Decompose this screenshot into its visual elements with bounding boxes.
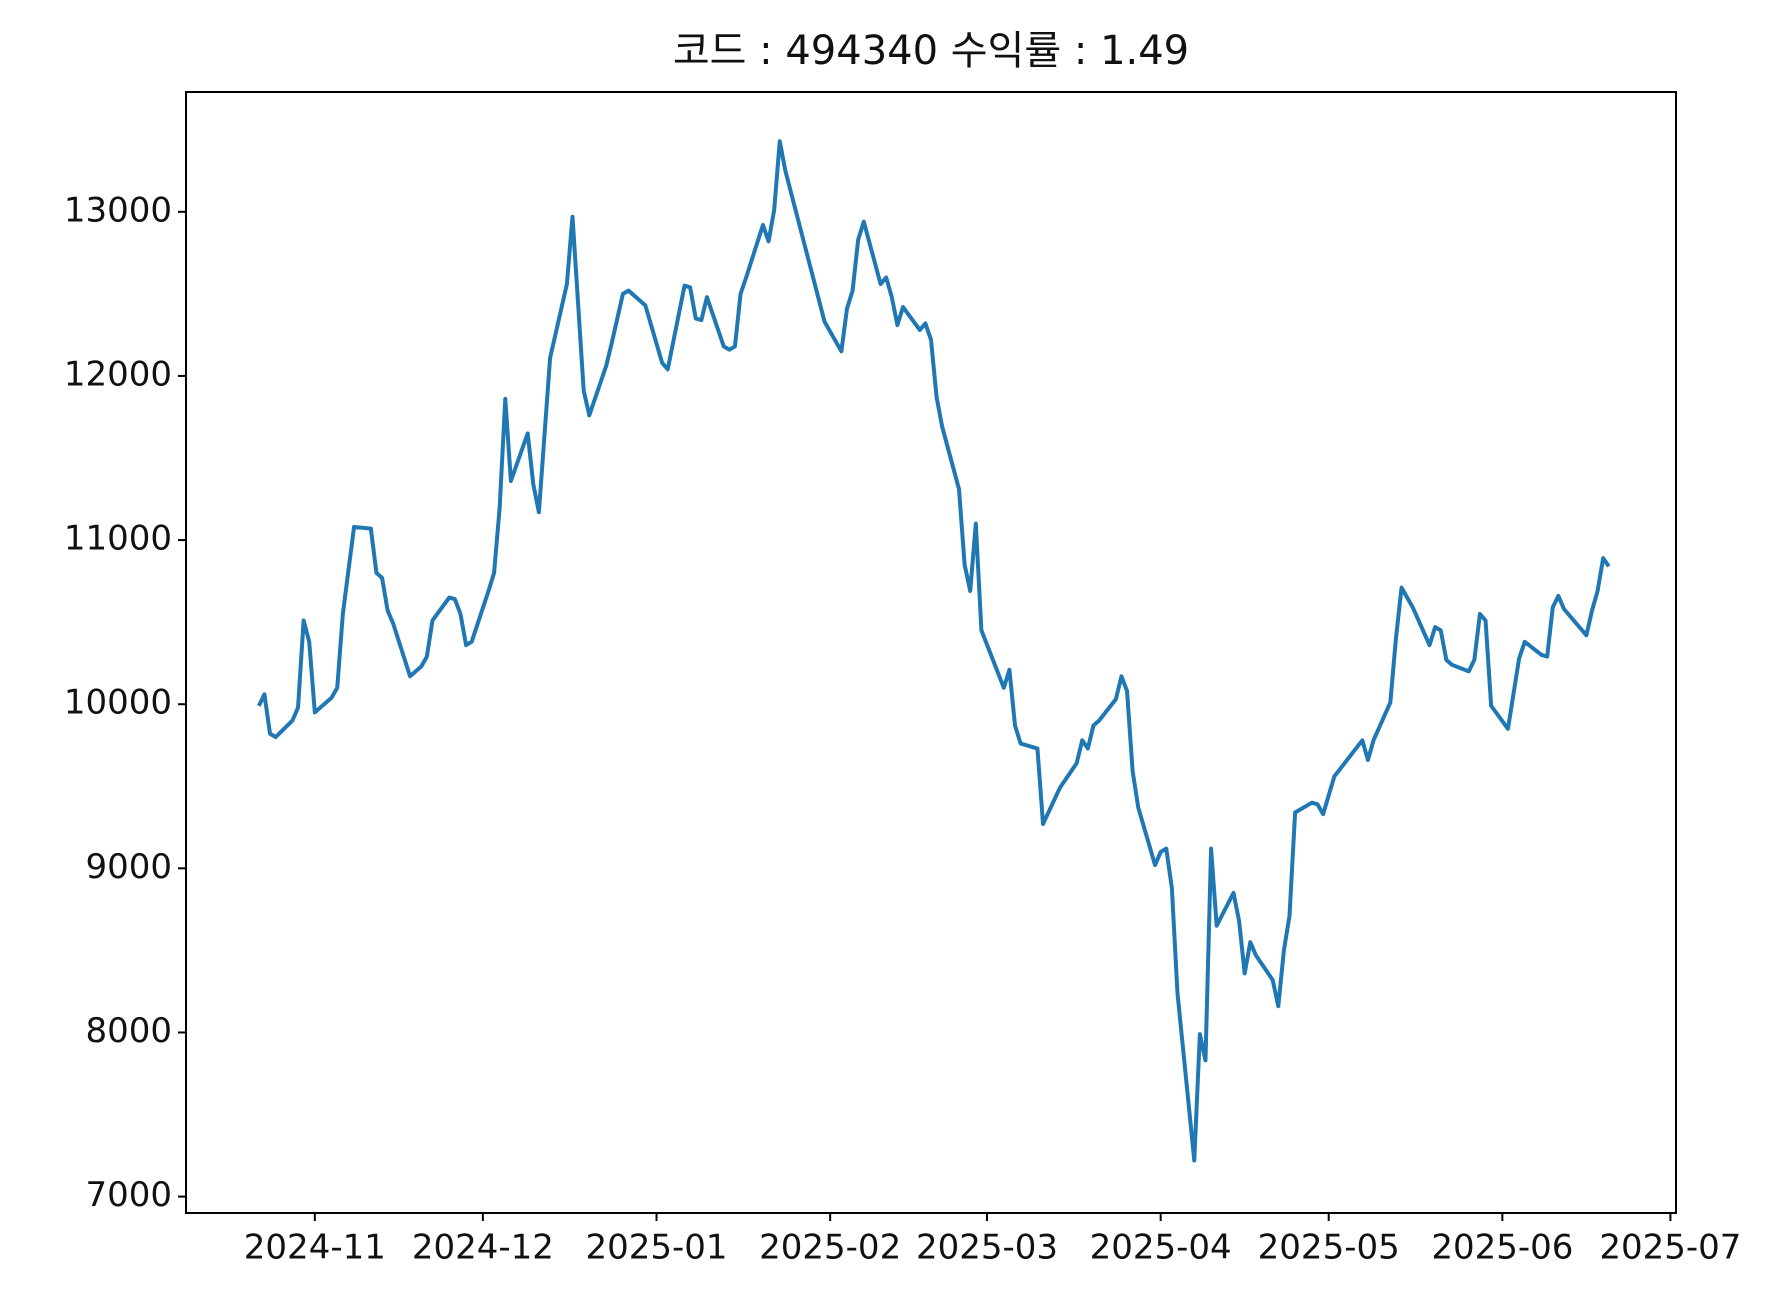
x-tick-label: 2025-06 [1431, 1228, 1573, 1268]
x-tick-label: 2025-03 [916, 1228, 1058, 1268]
y-tick-label: 13000 [64, 190, 172, 230]
x-tick-label: 2024-11 [244, 1228, 386, 1268]
x-tick-label: 2025-01 [585, 1228, 727, 1268]
y-tick-label: 8000 [85, 1011, 172, 1051]
x-tick-label: 2025-05 [1258, 1228, 1400, 1268]
y-tick-label: 12000 [64, 354, 172, 394]
y-tick-label: 9000 [85, 847, 172, 887]
x-tick-label: 2025-02 [759, 1228, 901, 1268]
y-tick-label: 10000 [64, 683, 172, 723]
plot-frame [185, 91, 1677, 1214]
x-tick-label: 2025-07 [1599, 1228, 1741, 1268]
chart-title: 코드 : 494340 수익률 : 1.49 [673, 28, 1189, 74]
x-tick-label: 2025-04 [1090, 1228, 1232, 1268]
data-line [257, 139, 1611, 1163]
y-tick-label: 7000 [85, 1175, 172, 1215]
y-tick-label: 11000 [64, 519, 172, 559]
x-tick-label: 2024-12 [412, 1228, 554, 1268]
